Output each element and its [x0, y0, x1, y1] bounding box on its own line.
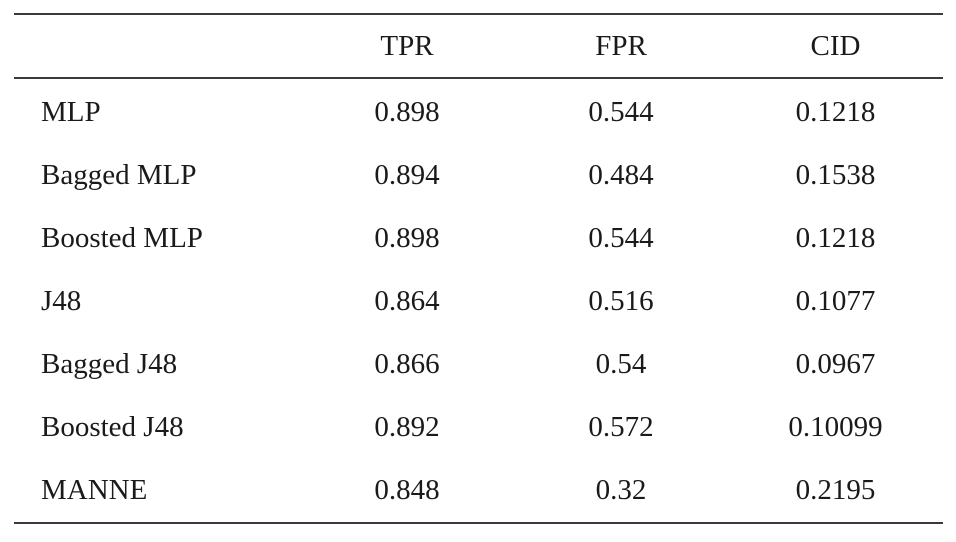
table-header: TPR FPR CID	[14, 14, 943, 78]
fpr-cell: 0.32	[595, 474, 647, 506]
method-cell: Bagged MLP	[41, 159, 197, 191]
tpr-cell: 0.892	[374, 411, 440, 443]
cid-cell: 0.2195	[795, 474, 876, 506]
cid-cell: 0.0967	[795, 348, 876, 380]
table-body: MLP 0.898 0.544 0.1218 Bagged MLP 0.894 …	[14, 78, 943, 523]
tpr-cell: 0.894	[374, 159, 440, 191]
method-cell: J48	[41, 285, 82, 317]
table-row: J48 0.864 0.516 0.1077	[14, 270, 943, 333]
header-row: TPR FPR CID	[14, 14, 943, 78]
fpr-cell: 0.544	[588, 222, 654, 254]
table-row: Bagged MLP 0.894 0.484 0.1538	[14, 144, 943, 207]
fpr-cell: 0.54	[595, 348, 647, 380]
cid-cell: 0.10099	[788, 411, 883, 443]
cid-cell: 0.1218	[795, 222, 876, 254]
tpr-cell: 0.864	[374, 285, 440, 317]
cid-cell: 0.1538	[795, 159, 876, 191]
results-table: TPR FPR CID MLP 0.898 0.544 0.1218 Bagge…	[14, 13, 943, 524]
table-row: Boosted MLP 0.898 0.544 0.1218	[14, 207, 943, 270]
table-row: MANNE 0.848 0.32 0.2195	[14, 459, 943, 523]
results-table-container: TPR FPR CID MLP 0.898 0.544 0.1218 Bagge…	[14, 13, 943, 524]
cid-cell: 0.1218	[795, 96, 876, 128]
tpr-cell: 0.898	[374, 96, 440, 128]
table-row: Bagged J48 0.866 0.54 0.0967	[14, 333, 943, 396]
header-method	[14, 14, 300, 78]
header-fpr: FPR	[595, 29, 647, 62]
method-cell: MLP	[41, 96, 101, 128]
method-cell: Bagged J48	[41, 348, 178, 380]
cid-cell: 0.1077	[795, 285, 876, 317]
method-cell: Boosted J48	[41, 411, 184, 443]
table-row: Boosted J48 0.892 0.572 0.10099	[14, 396, 943, 459]
tpr-cell: 0.866	[374, 348, 440, 380]
fpr-cell: 0.572	[588, 411, 654, 443]
method-cell: Boosted MLP	[41, 222, 203, 254]
tpr-cell: 0.898	[374, 222, 440, 254]
fpr-cell: 0.484	[588, 159, 654, 191]
header-tpr: TPR	[380, 29, 434, 62]
method-cell: MANNE	[41, 474, 148, 506]
tpr-cell: 0.848	[374, 474, 440, 506]
header-cid: CID	[810, 29, 861, 62]
table-row: MLP 0.898 0.544 0.1218	[14, 78, 943, 144]
fpr-cell: 0.516	[588, 285, 654, 317]
fpr-cell: 0.544	[588, 96, 654, 128]
